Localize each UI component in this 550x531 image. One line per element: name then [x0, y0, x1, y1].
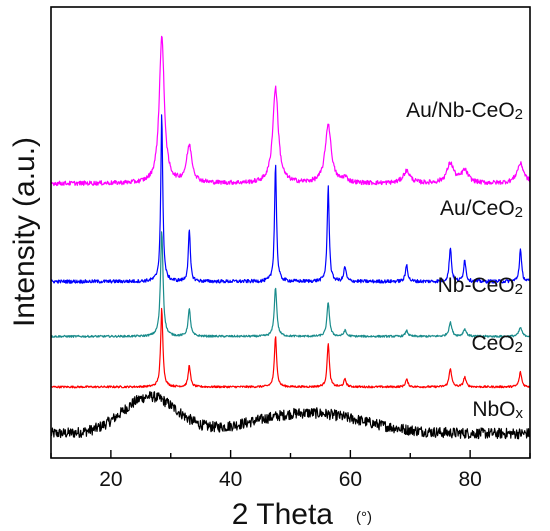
series-line-ceo2	[50, 307, 531, 389]
x-axis-title: 2 Theta	[232, 498, 334, 531]
series-label-au-ceo2: Au/CeO2	[440, 197, 523, 221]
series-label-au-nb-ceo2: Au/Nb-CeO2	[406, 99, 523, 123]
series-label-nb-ceo2: Nb-CeO2	[438, 274, 523, 298]
x-axis-ticks: 20 40 60 80	[50, 450, 531, 491]
series-line-nbox	[50, 391, 531, 440]
plot-frame	[50, 6, 531, 459]
series-label-ceo2: CeO2	[471, 332, 523, 356]
x-tick-label: 80	[458, 468, 481, 491]
series-traces	[50, 35, 531, 440]
series-line-au-ceo2	[50, 114, 531, 284]
y-axis-title: Intensity (a.u.)	[8, 137, 41, 327]
x-tick-label: 60	[339, 468, 362, 491]
series-line-nb-ceo2	[50, 231, 531, 338]
series-labels: NbOx CeO2 Nb-CeO2 Au/CeO2 Au/Nb-CeO2	[406, 99, 523, 422]
x-tick-label: 20	[99, 468, 122, 491]
series-line-au-nb-ceo2	[50, 35, 531, 187]
x-axis-unit: (°)	[356, 509, 372, 526]
x-tick-label: 40	[219, 468, 242, 491]
series-label-nbox: NbOx	[472, 398, 523, 422]
